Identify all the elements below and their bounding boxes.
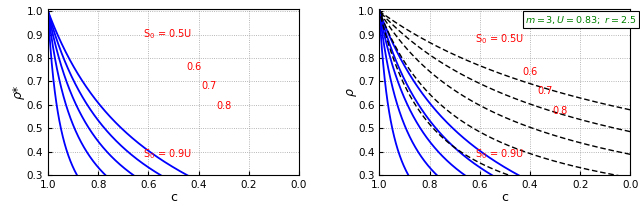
Text: 0.7: 0.7	[538, 86, 553, 96]
Y-axis label: ρ*: ρ*	[12, 85, 25, 99]
Text: 0.6: 0.6	[186, 62, 202, 72]
Text: 0.8: 0.8	[216, 101, 232, 111]
Text: $m=3, U=0.83;\ r=2.5$: $m=3, U=0.83;\ r=2.5$	[525, 14, 636, 26]
Text: 0.6: 0.6	[522, 67, 538, 77]
Text: S$_0$ = 0.9U: S$_0$ = 0.9U	[143, 147, 193, 161]
Text: 0.8: 0.8	[552, 106, 568, 116]
X-axis label: c: c	[170, 191, 177, 205]
Text: S$_0$ = 0.5U: S$_0$ = 0.5U	[143, 27, 193, 41]
Y-axis label: ρ: ρ	[344, 88, 356, 96]
Text: S$_0$ = 0.5U: S$_0$ = 0.5U	[475, 32, 524, 46]
Text: 0.7: 0.7	[201, 81, 216, 91]
Text: S$_0$ = 0.9U: S$_0$ = 0.9U	[475, 147, 524, 161]
X-axis label: c: c	[501, 191, 508, 205]
